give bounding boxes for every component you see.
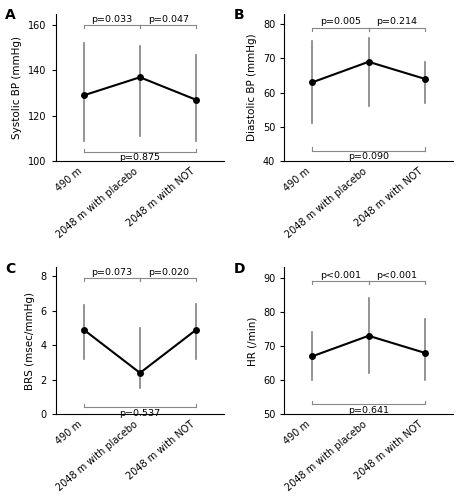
Text: A: A bbox=[5, 8, 16, 22]
Text: p<0.001: p<0.001 bbox=[319, 271, 360, 280]
Point bbox=[80, 92, 87, 100]
Text: p=0.537: p=0.537 bbox=[119, 409, 160, 418]
Point bbox=[192, 96, 200, 104]
Point bbox=[420, 75, 428, 83]
Point bbox=[364, 332, 371, 340]
Point bbox=[420, 349, 428, 357]
Y-axis label: HR (/min): HR (/min) bbox=[246, 316, 257, 366]
Text: p=0.875: p=0.875 bbox=[119, 154, 160, 162]
Text: p=0.005: p=0.005 bbox=[319, 18, 360, 26]
Point bbox=[136, 74, 143, 82]
Point bbox=[192, 326, 200, 334]
Text: D: D bbox=[233, 262, 245, 276]
Text: p=0.073: p=0.073 bbox=[91, 268, 132, 276]
Y-axis label: Systolic BP (mmHg): Systolic BP (mmHg) bbox=[12, 36, 22, 139]
Text: p=0.020: p=0.020 bbox=[147, 268, 188, 276]
Text: p=0.033: p=0.033 bbox=[91, 15, 132, 24]
Point bbox=[364, 58, 371, 66]
Text: p=0.047: p=0.047 bbox=[147, 15, 188, 24]
Text: B: B bbox=[233, 8, 244, 22]
Point bbox=[80, 326, 87, 334]
Text: p=0.090: p=0.090 bbox=[347, 152, 388, 161]
Y-axis label: BRS (msec/mmHg): BRS (msec/mmHg) bbox=[25, 292, 34, 390]
Text: C: C bbox=[5, 262, 15, 276]
Text: p=0.641: p=0.641 bbox=[347, 406, 388, 414]
Text: p<0.001: p<0.001 bbox=[375, 271, 416, 280]
Point bbox=[136, 369, 143, 377]
Point bbox=[308, 78, 315, 86]
Y-axis label: Diastolic BP (mmHg): Diastolic BP (mmHg) bbox=[246, 34, 257, 142]
Point bbox=[308, 352, 315, 360]
Text: p=0.214: p=0.214 bbox=[375, 18, 416, 26]
